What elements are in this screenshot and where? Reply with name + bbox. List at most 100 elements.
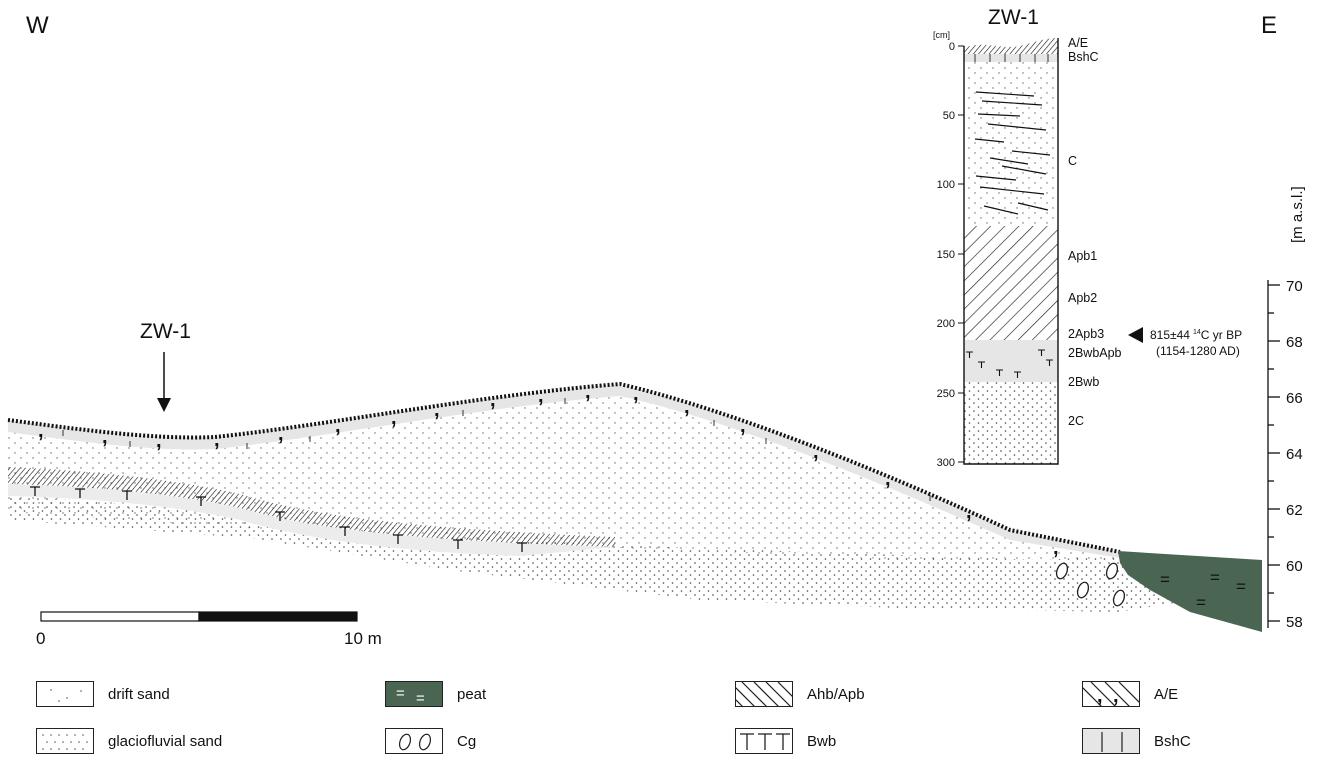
scale-start-label: 0 <box>36 629 45 648</box>
depth-axis <box>958 45 964 463</box>
bwb-swatch <box>735 728 793 754</box>
profile-location-marker: ZW-1 <box>140 320 191 412</box>
svg-text:,: , <box>538 385 544 407</box>
svg-text:,: , <box>391 407 397 429</box>
date-value-line: 815±44 14C yr BP <box>1150 328 1242 342</box>
svg-text:,: , <box>278 423 284 445</box>
legend-label: glaciofluvial sand <box>108 732 223 750</box>
date-pointer-icon <box>1128 327 1143 343</box>
legend-label: Ahb/Apb <box>807 685 865 703</box>
peat-symbols: = = == <box>1160 568 1246 612</box>
horizon-label-apb2: Apb2 <box>1068 291 1097 305</box>
drift-sand-swatch <box>36 681 94 707</box>
elevation-axis-label: [m a.s.l.] <box>1289 186 1306 243</box>
legend-item-bwb: Bwb <box>735 727 836 755</box>
elev-tick-68: 68 <box>1286 334 1303 351</box>
depth-tick-0: 0 <box>949 41 955 53</box>
cross-section: ,,, ,,, ,,, ,,, ,,, ,,, = = == <box>7 381 1262 632</box>
scale-bar: 0 10 m <box>36 611 382 648</box>
legend-item-glaciofluvial-sand: glaciofluvial sand <box>36 727 222 755</box>
date-superscript: 14 <box>1193 329 1201 336</box>
svg-text:,: , <box>434 399 440 421</box>
legend-label: peat <box>457 685 487 703</box>
elev-tick-60: 60 <box>1286 558 1303 575</box>
svg-text:,: , <box>885 468 891 490</box>
glacio-sand-swatch <box>36 728 94 754</box>
svg-text:=: = <box>1236 577 1246 596</box>
east-label: E <box>1261 12 1277 39</box>
legend-item-cg: Cg <box>385 727 476 755</box>
elev-tick-66: 66 <box>1286 390 1303 407</box>
cg-symbols <box>1055 562 1126 607</box>
layer-bshc-top <box>964 54 1058 62</box>
depth-tick-200: 200 <box>937 318 955 330</box>
ae-comma-marks: ,,, ,,, ,,, ,,, ,,, ,,, <box>38 381 1059 559</box>
soil-profile-figure: W E ,,, ,,, ,,, ,,, ,,, ,,, <box>7 6 1306 648</box>
svg-text:,: , <box>490 389 496 411</box>
svg-text:,: , <box>1053 537 1059 559</box>
legend-item-bshc: BshC <box>1082 727 1191 755</box>
layer-2c-sand <box>964 382 1058 464</box>
depth-tick-100: 100 <box>937 179 955 191</box>
svg-text:=: = <box>396 685 405 702</box>
svg-text:,: , <box>156 430 162 452</box>
svg-text:,: , <box>813 441 819 463</box>
ae-swatch: ,, <box>1082 681 1140 707</box>
depth-unit: [cm] <box>933 30 950 40</box>
svg-text:,: , <box>633 383 639 405</box>
elev-tick-64: 64 <box>1286 446 1303 463</box>
column-bwb-marks <box>966 349 1053 378</box>
buried-bleached-band <box>8 484 615 556</box>
legend-item-ae: ,, A/E <box>1082 680 1178 708</box>
legend-item-drift-sand: drift sand <box>36 680 170 708</box>
elevation-axis: [m a.s.l.] 70 68 66 64 62 60 58 <box>1267 186 1306 631</box>
legend-item-peat: = = peat <box>385 680 486 708</box>
surface-ae-line <box>7 381 1121 554</box>
legend-label: drift sand <box>108 685 170 703</box>
layer-bwb-bleached <box>964 340 1058 382</box>
cg-swatch <box>385 728 443 754</box>
legend-label: A/E <box>1154 685 1179 703</box>
profile-marker-label: ZW-1 <box>140 320 191 343</box>
bwb-marks <box>30 486 527 552</box>
svg-text:,: , <box>740 415 746 437</box>
depth-tick-250: 250 <box>937 388 955 400</box>
legend: drift sand = = peat Ahb/Apb ,, A/E glacio… <box>0 672 1320 769</box>
legend-label: BshC <box>1154 732 1191 750</box>
layer-ae-top <box>964 38 1058 54</box>
soil-column: ZW-1 [cm] <box>933 6 1242 469</box>
elev-tick-70: 70 <box>1286 278 1303 295</box>
svg-text:,: , <box>102 426 108 448</box>
svg-text:,: , <box>38 420 44 442</box>
bshc-ticks <box>62 398 931 501</box>
depth-tick-150: 150 <box>937 249 955 261</box>
west-label: W <box>26 12 49 39</box>
svg-text:,: , <box>684 396 690 418</box>
svg-text:=: = <box>1160 570 1170 589</box>
svg-text:=: = <box>416 690 425 707</box>
depth-tick-300: 300 <box>937 457 955 469</box>
elev-tick-62: 62 <box>1286 502 1303 519</box>
depth-tick-50: 50 <box>943 110 955 122</box>
svg-text:=: = <box>1210 568 1220 587</box>
buried-soil-band <box>8 467 615 547</box>
peat-swatch: = = <box>385 681 443 707</box>
horizon-label-apb1: Apb1 <box>1068 249 1097 263</box>
svg-text:,: , <box>335 415 341 437</box>
svg-text:=: = <box>1196 593 1206 612</box>
horizon-label-bshc: BshC <box>1068 50 1099 64</box>
hatch-swatch <box>735 681 793 707</box>
scale-end-label: 10 m <box>344 629 382 648</box>
peat-body <box>1118 551 1262 632</box>
svg-text:,: , <box>1113 685 1119 707</box>
column-title: ZW-1 <box>988 6 1039 29</box>
svg-text:,: , <box>966 501 972 523</box>
horizon-label-ae: A/E <box>1068 36 1088 50</box>
svg-text:,: , <box>585 381 591 403</box>
date-value: 815±44 <box>1150 328 1190 342</box>
column-bshc-ticks <box>974 54 1049 62</box>
bshc-swatch <box>1082 728 1140 754</box>
horizon-label-2c: 2C <box>1068 414 1084 428</box>
layer-apb-hatch <box>964 226 1058 340</box>
horizon-label-c: C <box>1068 154 1077 168</box>
